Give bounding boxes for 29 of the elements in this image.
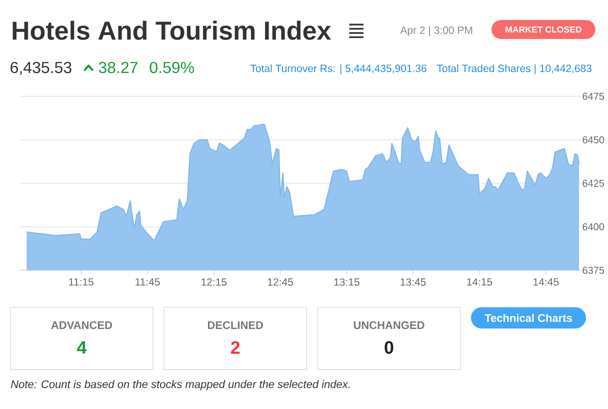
data-label: 0 xyxy=(384,341,394,354)
category-label: UNCHANGED xyxy=(354,321,424,330)
x-tick-label: 13:15 xyxy=(334,278,360,286)
text: Total Traded Shares | 10,442,683 xyxy=(436,64,592,74)
text: 0.59% xyxy=(150,62,194,74)
y-tick-label: 6425 xyxy=(582,180,604,187)
text: 6,435.53 xyxy=(10,62,72,76)
x-tick-label: 14:15 xyxy=(467,278,492,286)
text: MARKET CLOSED xyxy=(506,26,582,33)
y-tick-label: 6450 xyxy=(582,136,604,144)
x-tick-label: 11:15 xyxy=(69,278,94,286)
text: Note: Count is based on the stocks mapped under the selected index. xyxy=(10,380,350,390)
category-label: ADVANCED xyxy=(51,321,112,330)
x-tick-label: 14:45 xyxy=(534,278,559,286)
chart-subtitle: Apr 2 | 3:00 PM xyxy=(400,26,472,36)
category-label: DECLINED xyxy=(208,321,263,330)
y-tick-label: 6375 xyxy=(582,266,604,274)
x-tick-label: 12:45 xyxy=(268,278,293,286)
data-label: 4 xyxy=(76,341,87,354)
chart-title: Hotels And Tourism Index xyxy=(12,20,332,40)
data-label: 2 xyxy=(230,341,240,354)
y-tick-label: 6400 xyxy=(582,223,604,230)
y-tick-label: 6475 xyxy=(582,92,604,100)
text: 38.27 xyxy=(98,62,138,74)
x-tick-label: 13:45 xyxy=(400,278,426,286)
x-tick-label: 12:15 xyxy=(202,278,227,286)
text: Total Turnover Rs: | 5,444,435,901.36 xyxy=(250,64,426,74)
x-tick-label: 11:45 xyxy=(136,278,160,286)
text: Technical Charts xyxy=(484,314,572,322)
